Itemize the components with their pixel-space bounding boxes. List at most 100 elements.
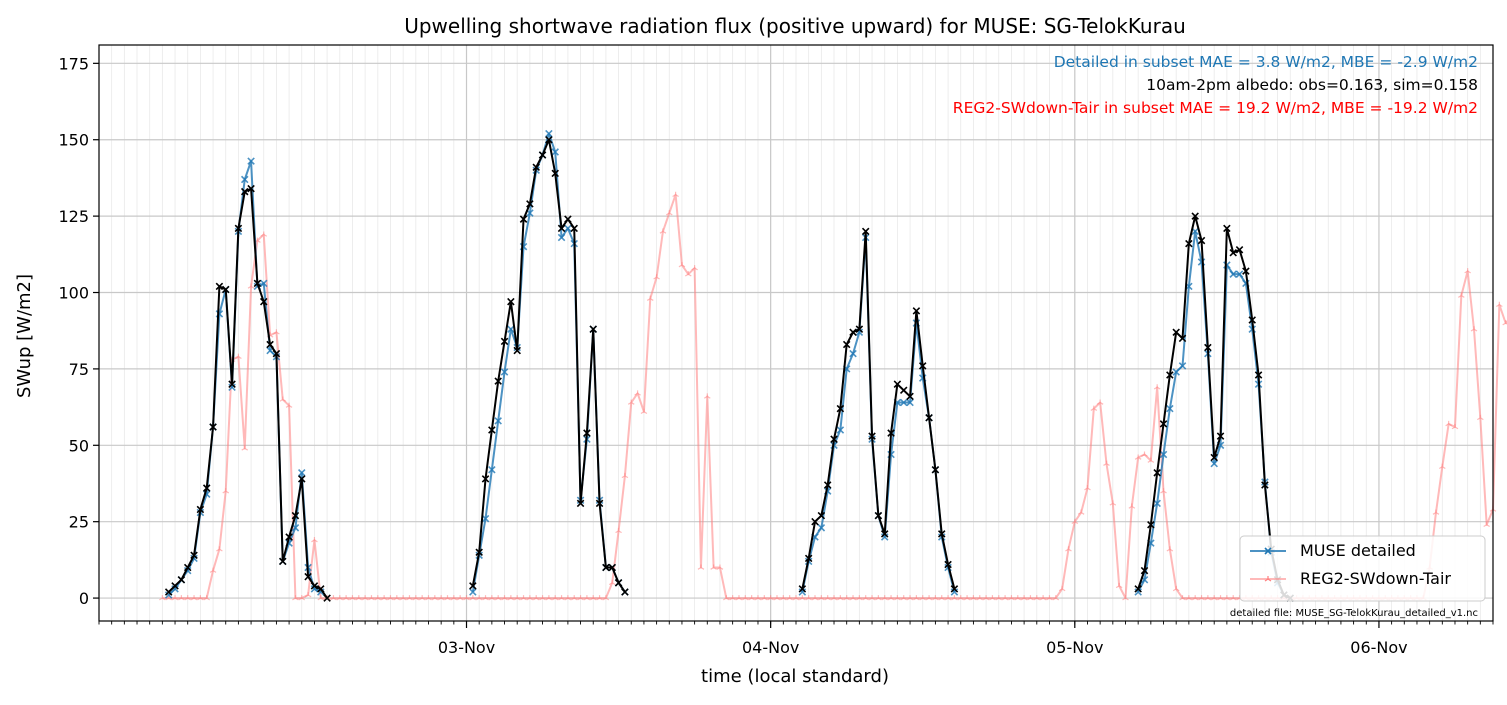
black-series-point (196, 505, 205, 514)
reg2-series-point (450, 595, 458, 601)
reg2-series-point (1477, 414, 1484, 421)
reg2-series-point (292, 595, 299, 601)
reg2-series-point (767, 595, 774, 601)
reg2-series-point (925, 595, 933, 601)
stats-annotation: REG2-SWdown-Tair in subset MAE = 19.2 W/… (953, 99, 1478, 117)
reg2-series-point (1464, 268, 1471, 274)
black-series-point (1261, 481, 1269, 489)
reg2-series-point (1172, 585, 1180, 592)
reg2-series-point (1115, 582, 1123, 589)
reg2-series-point (754, 595, 762, 601)
reg2-series-point (520, 595, 527, 601)
reg2-series-point (482, 595, 489, 601)
y-tick-label: 100 (58, 284, 89, 303)
muse-series-point (164, 591, 173, 599)
black-series-point (557, 224, 566, 233)
reg2-series-point (932, 595, 939, 601)
reg2-series-point (868, 595, 876, 601)
reg2-series-point (583, 595, 591, 601)
reg2-series-point (1027, 595, 1034, 601)
footnote-text: detailed file: MUSE_SG-TelokKurau_detail… (1230, 608, 1478, 619)
muse-series-point (899, 398, 908, 407)
reg2-series-point (418, 595, 426, 601)
black-series-point (519, 215, 528, 223)
reg2-series-point (222, 488, 230, 494)
reg2-series-point (235, 353, 242, 359)
reg2-series-point (1122, 595, 1129, 601)
reg2-series-point (488, 595, 496, 601)
reg2-series-point (190, 595, 198, 601)
reg2-series-point (406, 595, 413, 601)
reg2-series-point (1439, 463, 1446, 470)
reg2-series-point (1185, 595, 1193, 601)
reg2-series-point (1153, 384, 1161, 390)
reg2-series-point (1223, 595, 1231, 601)
reg2-series-point (710, 564, 717, 570)
reg2-series-point (1052, 595, 1060, 601)
reg2-series-point (995, 595, 1003, 601)
reg2-series-point (241, 445, 249, 451)
black-series-point (614, 579, 623, 587)
black-series-point (1153, 469, 1161, 477)
muse-series-point (1229, 270, 1237, 278)
muse-series-point (551, 148, 559, 156)
reg2-series-point (951, 595, 958, 601)
reg2-series-point (1134, 454, 1142, 460)
black-series-point (272, 349, 281, 358)
x-tick-label: 03-Nov (438, 638, 495, 657)
reg2-series-point (501, 595, 508, 601)
black-series-point (310, 582, 319, 590)
black-series-point (291, 511, 300, 520)
black-series-point (1223, 224, 1231, 233)
black-series-point (595, 499, 604, 508)
reg2-series-point (171, 595, 179, 601)
legend-box (1239, 535, 1486, 602)
muse-series-point (798, 588, 807, 596)
reg2-series-point (1166, 546, 1174, 552)
black-series-point (1134, 585, 1142, 593)
x-tick-label: 06-Nov (1350, 638, 1407, 657)
reg2-series-point (1217, 595, 1224, 601)
reg2-series-point (1483, 521, 1490, 528)
black-series-point (507, 297, 515, 306)
reg2-series-point (393, 595, 401, 601)
black-series-point (925, 414, 933, 422)
black-series-point (304, 572, 312, 581)
reg2-series-point (1160, 488, 1167, 494)
reg2-series-point (881, 595, 889, 601)
reg2-series-point (963, 595, 971, 601)
black-series-point (209, 423, 217, 431)
reg2-series-point (431, 595, 439, 601)
y-tick-label: 50 (69, 436, 89, 455)
reg2-series-point (368, 595, 375, 601)
reg2-series-point (875, 595, 882, 601)
muse-series-point (1134, 588, 1142, 596)
reg2-series-point (678, 262, 686, 268)
black-series-point (285, 533, 293, 541)
black-series-point (1178, 334, 1187, 343)
reg2-series-point (311, 537, 318, 543)
legend-marker-reg2 (1264, 576, 1272, 582)
reg2-series-point (399, 595, 407, 601)
black-series-point (836, 404, 845, 413)
reg2-series-point (1179, 595, 1186, 601)
reg2-series-point (1191, 595, 1199, 601)
y-tick-label: 25 (69, 513, 89, 532)
black-series-point (887, 429, 895, 437)
reg2-series-point (184, 595, 192, 601)
black-series-point (855, 325, 864, 333)
black-series-point (1235, 245, 1244, 254)
muse-series-point (1159, 450, 1168, 459)
reg2-series-point (361, 595, 369, 601)
y-tick-label: 75 (69, 360, 89, 379)
black-series-point (589, 325, 598, 333)
reg2-series-point (602, 595, 610, 601)
reg2-series-point (735, 595, 743, 601)
reg2-series-point (273, 329, 280, 335)
black-series-point (253, 279, 262, 288)
chart-title: Upwelling shortwave radiation flux (posi… (404, 14, 1186, 38)
reg2-series-point (811, 595, 819, 601)
black-series-point (880, 530, 889, 538)
reg2-series-point (1451, 423, 1459, 430)
